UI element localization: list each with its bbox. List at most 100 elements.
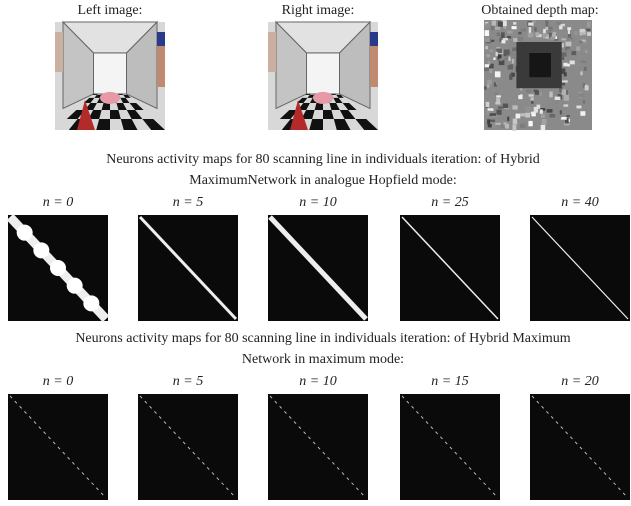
depth-speck xyxy=(555,97,561,100)
depth-speck xyxy=(528,33,534,38)
depth-speck xyxy=(562,57,564,60)
depth-speck xyxy=(510,53,516,59)
stereo-image xyxy=(55,22,165,130)
corridor-end xyxy=(307,53,340,94)
depth-speck xyxy=(532,20,536,22)
face-right-hair xyxy=(370,32,378,46)
depth-speck xyxy=(540,109,543,113)
depth-speck xyxy=(548,35,550,38)
ball xyxy=(313,92,333,104)
depth-speck xyxy=(548,29,551,32)
depth-speck xyxy=(488,124,492,127)
corridor-end xyxy=(94,53,127,94)
depth-speck xyxy=(570,61,575,65)
depth-speck xyxy=(507,31,512,34)
depth-speck xyxy=(587,32,591,36)
depth-speck xyxy=(485,30,490,36)
depth-speck xyxy=(564,95,569,101)
activity-blob xyxy=(50,260,66,276)
image-label: Left image: xyxy=(78,3,143,18)
depth-speck xyxy=(512,58,514,64)
depth-speck xyxy=(495,102,500,105)
face-left xyxy=(55,32,63,72)
depth-speck xyxy=(513,119,518,125)
depth-speck xyxy=(484,86,486,90)
depth-speck xyxy=(547,109,553,113)
depth-speck xyxy=(504,49,510,55)
depth-speck xyxy=(528,22,533,25)
face-left xyxy=(268,32,276,72)
depth-speck xyxy=(565,42,571,47)
depth-speck xyxy=(534,107,538,113)
depth-speck xyxy=(496,52,498,56)
face-right-hair xyxy=(157,32,165,46)
depth-speck xyxy=(501,125,505,129)
depth-speck xyxy=(534,27,536,32)
depth-speck xyxy=(498,107,503,109)
depth-speck xyxy=(541,125,546,130)
depth-speck xyxy=(553,32,556,37)
depth-speck xyxy=(498,21,503,26)
panel-label: n = 0 xyxy=(43,195,73,210)
depth-speck xyxy=(584,67,587,71)
depth-map xyxy=(484,20,592,131)
depth-speck xyxy=(485,23,489,28)
activity-blob xyxy=(17,225,33,241)
depth-speck xyxy=(503,26,506,29)
depth-speck xyxy=(510,64,513,69)
face-right xyxy=(370,42,378,87)
activity-blob xyxy=(67,278,83,294)
depth-speck xyxy=(491,40,494,42)
depth-speck xyxy=(563,63,567,66)
image-label: Obtained depth map: xyxy=(481,3,598,18)
depth-speck xyxy=(535,90,539,94)
depth-speck xyxy=(506,124,509,129)
depth-speck xyxy=(567,64,569,67)
depth-speck xyxy=(567,49,573,52)
floor-tile xyxy=(118,94,123,95)
depth-speck xyxy=(535,32,539,36)
panel-label: n = 10 xyxy=(299,195,336,210)
depth-speck xyxy=(489,69,492,73)
depth-speck xyxy=(512,105,517,109)
depth-speck xyxy=(566,115,569,117)
face-right xyxy=(157,42,165,87)
depth-speck xyxy=(580,71,582,75)
depth-speck xyxy=(497,32,500,36)
depth-speck xyxy=(495,71,501,77)
panel-label: n = 5 xyxy=(173,195,203,210)
depth-speck xyxy=(528,121,532,126)
depth-speck xyxy=(495,123,500,125)
depth-speck xyxy=(503,38,508,40)
depth-speck xyxy=(542,119,547,125)
depth-speck xyxy=(513,22,516,25)
depth-speck xyxy=(518,32,521,34)
depth-speck xyxy=(540,92,542,97)
depth-speck xyxy=(580,111,585,116)
depth-speck xyxy=(516,90,520,96)
depth-speck xyxy=(517,37,523,41)
depth-speck xyxy=(509,74,512,80)
depth-speck xyxy=(487,119,490,124)
panel-label: n = 25 xyxy=(431,195,468,210)
depth-speck xyxy=(576,46,580,51)
depth-speck xyxy=(496,81,501,85)
depth-speck xyxy=(587,22,591,28)
depth-speck xyxy=(581,61,587,63)
depth-speck xyxy=(501,32,505,38)
depth-speck xyxy=(563,104,568,106)
panel-label: n = 20 xyxy=(561,374,598,389)
depth-speck xyxy=(541,114,545,117)
depth-speck xyxy=(492,21,496,26)
ball xyxy=(100,92,120,104)
depth-speck xyxy=(562,89,566,95)
depth-speck xyxy=(545,27,548,30)
depth-speck xyxy=(507,36,511,38)
depth-speck xyxy=(487,85,490,88)
panel-label: n = 5 xyxy=(173,374,203,389)
activity-blob xyxy=(83,295,99,311)
depth-farthest xyxy=(529,53,551,77)
depth-speck xyxy=(487,80,492,85)
depth-speck xyxy=(561,52,567,56)
depth-speck xyxy=(490,113,496,116)
